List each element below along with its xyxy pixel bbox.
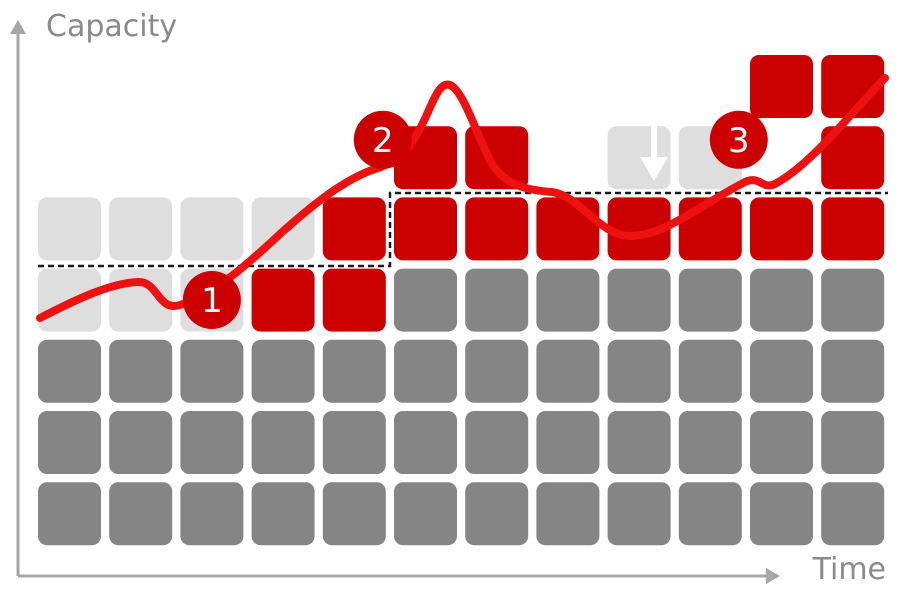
added-capacity-block [322,268,386,332]
baseline-block [821,268,885,332]
y-axis-arrow-icon [10,20,26,34]
baseline-block [678,339,742,403]
baseline-block [821,411,885,474]
baseline-block [465,482,529,546]
added-capacity-block [750,55,813,118]
baseline-block [394,482,457,546]
baseline-block [536,482,600,546]
added-capacity-block [821,126,885,190]
baseline-block [394,339,457,403]
y-axis-label: Capacity [46,9,178,44]
added-capacity-block [322,197,386,261]
baseline-block [109,482,173,546]
added-capacity-block [821,55,885,118]
added-capacity-block [750,197,813,261]
added-capacity-block [465,197,529,261]
x-axis-arrow-icon [766,568,780,584]
capacity-threshold-line [38,191,888,268]
added-capacity-block [394,197,457,261]
unused-block [180,197,244,261]
baseline-block [750,411,813,474]
baseline-block [607,482,671,546]
unused-block [109,197,173,261]
marker-label: 1 [201,281,223,321]
marker-circle [353,110,412,169]
marker-label: 3 [728,121,750,161]
baseline-block [38,411,101,474]
baseline-block [678,268,742,332]
baseline-block [821,339,885,403]
baseline-block [750,268,813,332]
step-markers: 1 2 3 [182,110,768,329]
baseline-block [394,411,457,474]
added-capacity-block [678,197,742,261]
baseline-block [750,482,813,546]
axes [10,20,780,584]
marker-circle [709,110,768,169]
baseline-block [38,339,101,403]
step-marker-1: 1 [182,271,241,329]
baseline-block [251,411,315,474]
baseline-block [322,411,386,474]
step-marker-3: 3 [709,110,768,169]
baseline-block [465,339,529,403]
baseline-block [251,482,315,546]
baseline-block [678,411,742,474]
baseline-block [251,339,315,403]
added-capacity-block [536,197,600,261]
step-marker-2: 2 [353,110,412,169]
baseline-block [180,411,244,474]
baseline-block [536,268,600,332]
added-capacity-block [251,268,315,332]
baseline-block [536,339,600,403]
capacity-grid [38,55,885,546]
baseline-block [536,411,600,474]
baseline-block [322,482,386,546]
baseline-block [109,411,173,474]
marker-circle [182,271,241,329]
added-capacity-block [607,197,671,261]
baseline-block [394,268,457,332]
demand-curve [36,74,889,322]
added-capacity-block [821,197,885,261]
baseline-block [38,482,101,546]
baseline-block [180,482,244,546]
baseline-block [821,482,885,546]
baseline-block [465,268,529,332]
baseline-block [607,268,671,332]
baseline-block [607,411,671,474]
baseline-block [109,339,173,403]
baseline-block [607,339,671,403]
double-arrow-icon [640,62,668,181]
baseline-block [322,339,386,403]
marker-label: 2 [372,121,394,161]
baseline-block [465,411,529,474]
baseline-block [678,482,742,546]
baseline-block [750,339,813,403]
unused-block [38,197,101,261]
baseline-block [180,339,244,403]
x-axis-label: Time [812,552,886,587]
